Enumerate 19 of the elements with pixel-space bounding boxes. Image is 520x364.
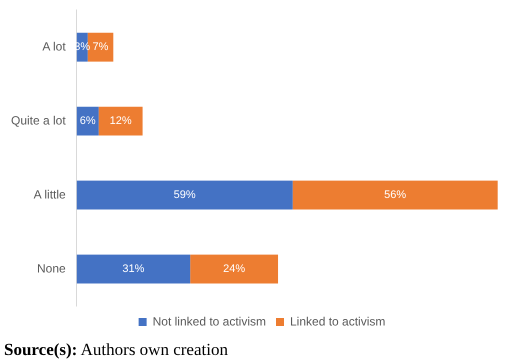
legend-label: Not linked to activism (152, 314, 266, 328)
y-tick-label: A little (34, 187, 66, 202)
y-tick-label: None (37, 261, 66, 276)
data-label: 31% (122, 263, 145, 276)
data-label: 56% (384, 189, 406, 202)
legend-label: Linked to activism (290, 314, 386, 328)
data-label: 59% (174, 189, 196, 202)
data-label: 7% (92, 41, 109, 54)
bar (98, 106, 143, 136)
bar (76, 180, 293, 210)
source-note: Source(s): Authors own creation (4, 340, 228, 360)
y-tick-label: A lot (42, 39, 66, 54)
data-label: 12% (110, 115, 132, 128)
bar (292, 180, 498, 210)
bar (190, 254, 278, 284)
bar (76, 254, 190, 284)
data-label: 6% (80, 115, 96, 128)
data-label: 24% (223, 263, 246, 276)
y-tick-label: Quite a lot (10, 113, 66, 128)
